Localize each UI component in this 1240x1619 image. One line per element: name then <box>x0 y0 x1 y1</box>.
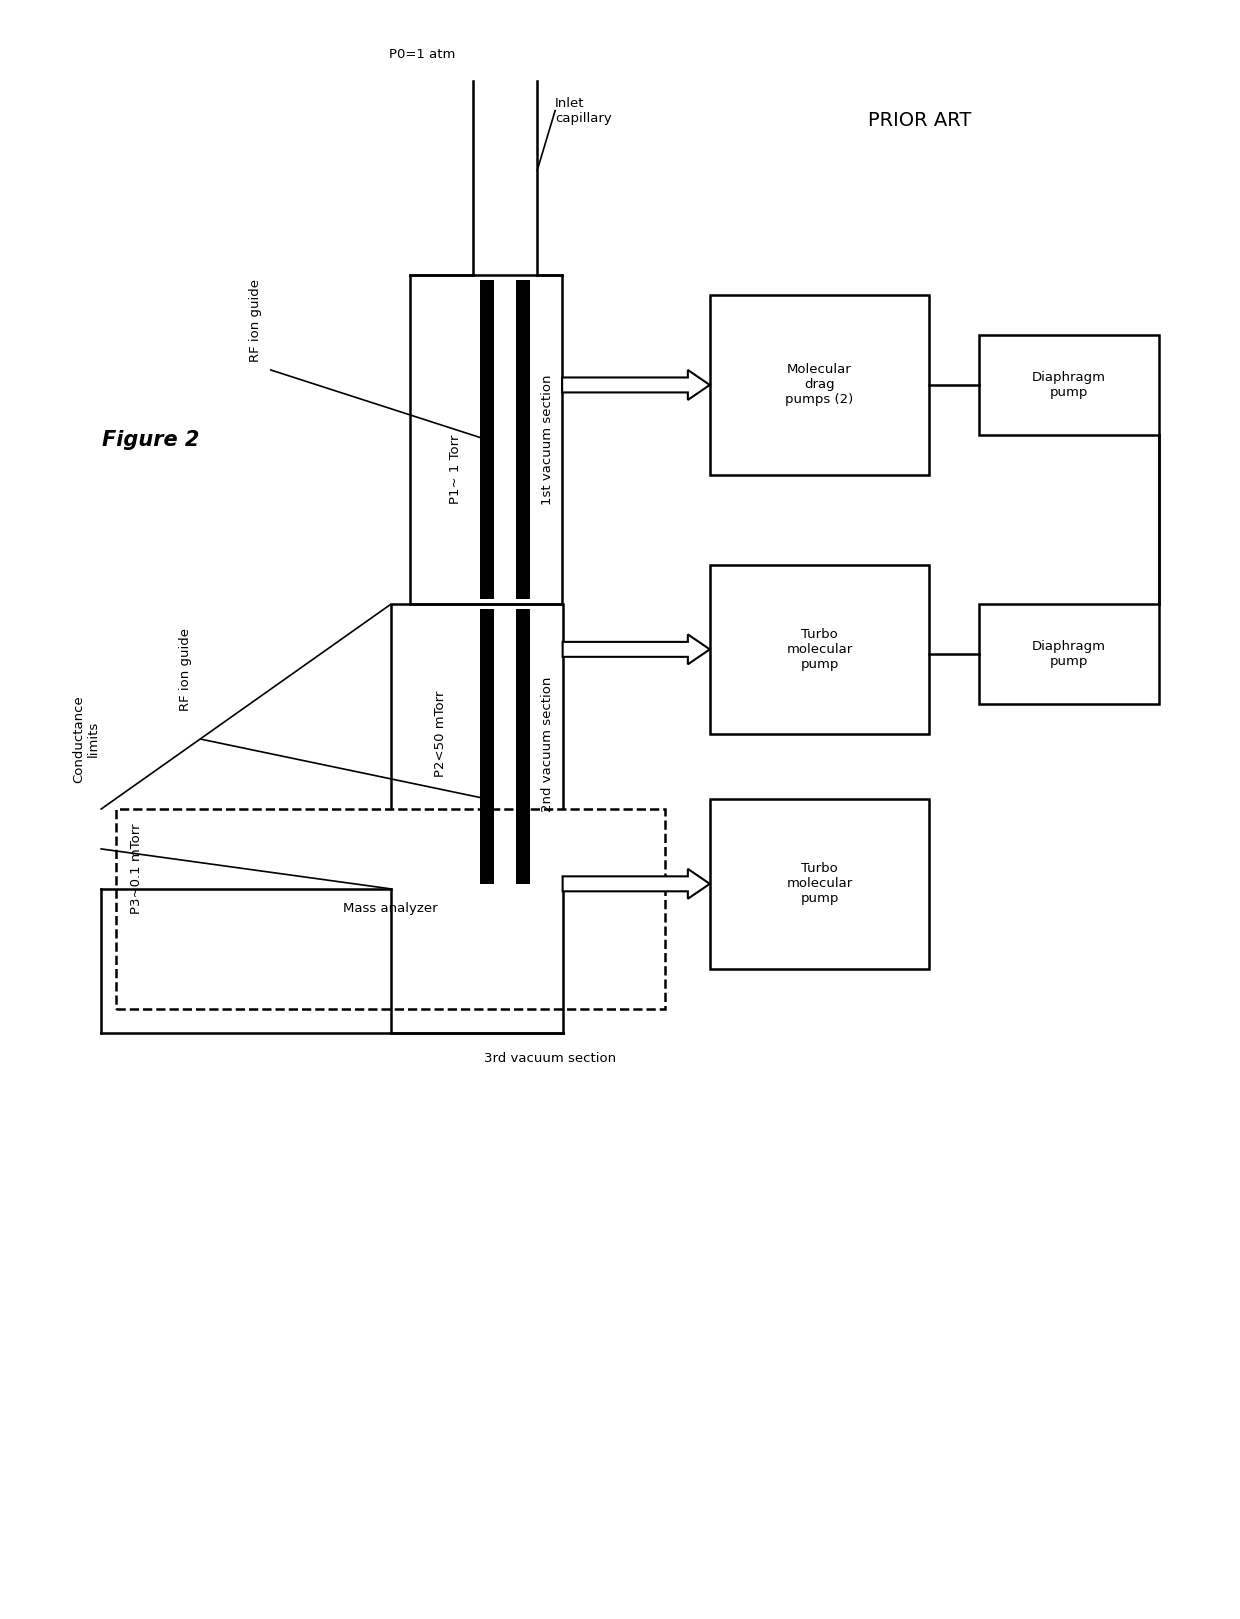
Text: Mass analyzer: Mass analyzer <box>343 902 438 915</box>
Bar <box>117 810 665 1009</box>
Bar <box>480 609 495 884</box>
Text: P3~0.1 mTorr: P3~0.1 mTorr <box>130 824 143 915</box>
Text: Conductance
limits: Conductance limits <box>72 695 100 784</box>
Bar <box>480 280 495 599</box>
Text: RF ion guide: RF ion guide <box>249 278 263 361</box>
Text: Turbo
molecular
pump: Turbo molecular pump <box>786 628 853 670</box>
Polygon shape <box>563 869 709 899</box>
Text: P1~ 1 Torr: P1~ 1 Torr <box>449 436 461 505</box>
Text: RF ion guide: RF ion guide <box>180 628 192 711</box>
Text: 2nd vacuum section: 2nd vacuum section <box>541 677 554 811</box>
Text: Figure 2: Figure 2 <box>103 429 200 450</box>
Bar <box>516 609 531 884</box>
Polygon shape <box>562 371 709 400</box>
Text: Diaphragm
pump: Diaphragm pump <box>1032 641 1106 669</box>
Polygon shape <box>563 635 709 664</box>
Bar <box>516 280 531 599</box>
Bar <box>709 800 929 968</box>
Text: Turbo
molecular
pump: Turbo molecular pump <box>786 863 853 905</box>
Bar <box>980 604 1159 704</box>
Text: 1st vacuum section: 1st vacuum section <box>541 374 554 505</box>
Bar <box>980 335 1159 436</box>
Text: P2<50 mTorr: P2<50 mTorr <box>434 691 446 777</box>
Text: 3rd vacuum section: 3rd vacuum section <box>484 1052 616 1065</box>
Text: Molecular
drag
pumps (2): Molecular drag pumps (2) <box>785 363 853 406</box>
Text: Inlet
capillary: Inlet capillary <box>556 97 611 125</box>
Text: P0=1 atm: P0=1 atm <box>389 47 455 60</box>
Text: Diaphragm
pump: Diaphragm pump <box>1032 371 1106 398</box>
Bar <box>709 295 929 474</box>
Text: PRIOR ART: PRIOR ART <box>868 112 971 130</box>
Bar <box>709 565 929 733</box>
